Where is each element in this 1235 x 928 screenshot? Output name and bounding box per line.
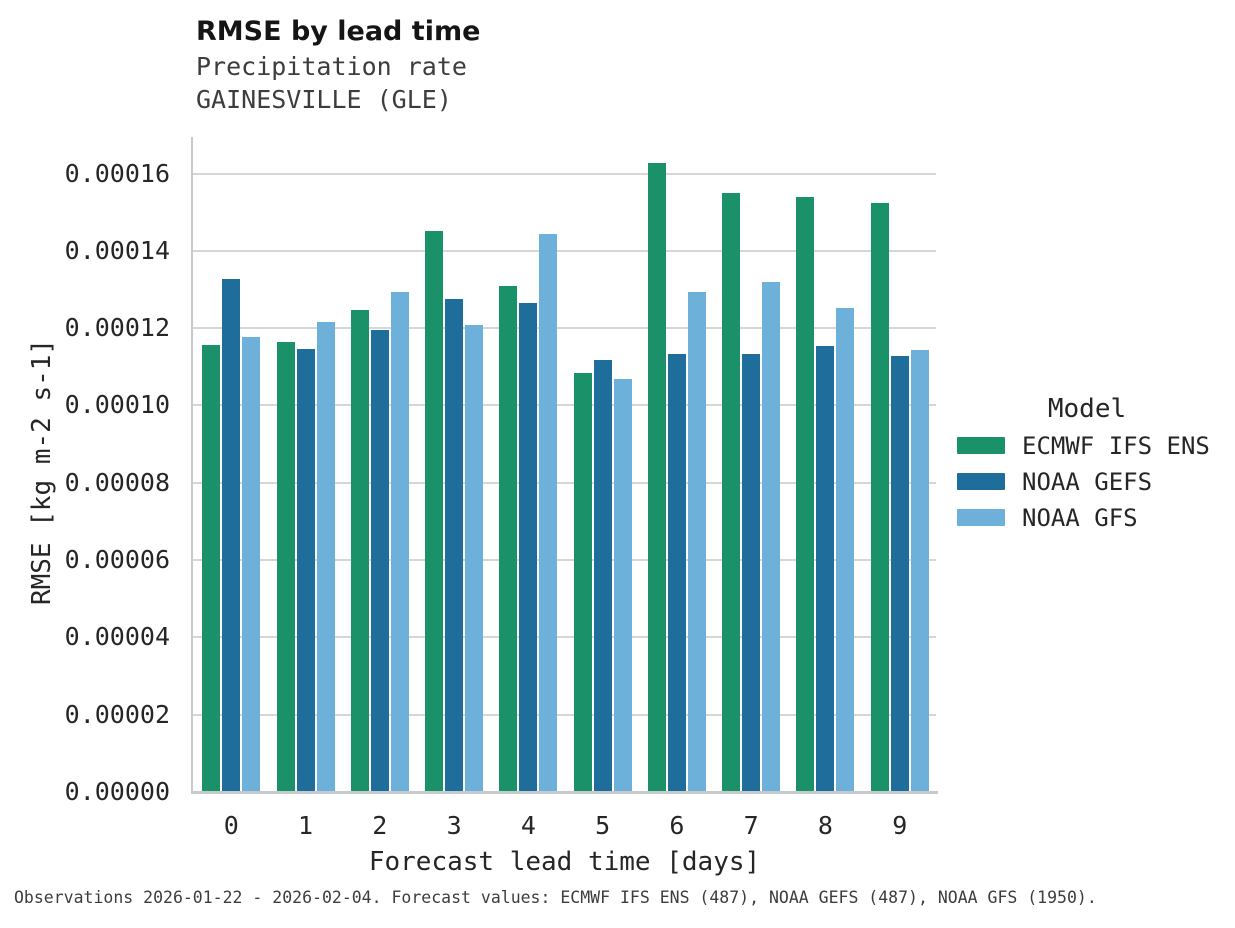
bar-ecmwf-ifs-ens-lead-9 [870, 202, 889, 792]
bar-noaa-gefs-lead-1 [296, 348, 315, 792]
y-tick-label: 0.00002 [64, 699, 170, 729]
caption: Observations 2026-01-22 - 2026-02-04. Fo… [14, 888, 1097, 907]
gridline [193, 636, 936, 639]
y-tick-label: 0.00004 [64, 622, 170, 652]
x-tick-label: 2 [372, 811, 388, 840]
gridline [193, 172, 936, 175]
bar-noaa-gfs-lead-2 [390, 291, 409, 792]
x-tick-label: 9 [892, 811, 908, 840]
gridline [193, 481, 936, 484]
legend-swatch-ecmwf-ifs-ens-icon [957, 437, 1005, 454]
x-axis-label: Forecast lead time [days] [368, 847, 761, 877]
x-tick-label: 6 [669, 811, 685, 840]
bar-ecmwf-ifs-ens-lead-3 [425, 231, 444, 792]
x-tick-label: 3 [446, 811, 462, 840]
legend-entry-noaa-gefs: NOAA GEFS [957, 470, 1217, 494]
chart-title: RMSE by lead time [196, 16, 481, 47]
bar-ecmwf-ifs-ens-lead-5 [573, 372, 592, 792]
gridline [193, 713, 936, 716]
x-tick-label: 0 [223, 811, 239, 840]
bar-noaa-gfs-lead-7 [762, 282, 781, 792]
bar-noaa-gfs-lead-4 [539, 234, 558, 792]
y-tick-label: 0.00014 [64, 235, 170, 265]
y-tick-label: 0.00000 [64, 777, 170, 806]
y-tick-label: 0.00006 [64, 545, 170, 575]
chart-subtitle-station: GAINESVILLE (GLE) [196, 85, 452, 114]
bar-noaa-gfs-lead-9 [910, 350, 929, 792]
gridline [193, 404, 936, 407]
bar-noaa-gefs-lead-0 [222, 279, 241, 792]
x-tick-label: 4 [520, 811, 536, 840]
bar-noaa-gfs-lead-3 [465, 325, 484, 792]
legend-entry-ecmwf-ifs-ens: ECMWF IFS ENS [957, 434, 1217, 458]
bar-noaa-gefs-lead-7 [742, 354, 761, 792]
bar-noaa-gefs-lead-6 [667, 354, 686, 792]
legend-entry-noaa-gfs: NOAA GFS [957, 506, 1217, 530]
y-tick-label: 0.00012 [64, 313, 170, 343]
chart-subtitle: Precipitation rate GAINESVILLE (GLE) [196, 50, 467, 116]
bar-noaa-gfs-lead-0 [242, 336, 261, 792]
bar-noaa-gfs-lead-8 [836, 308, 855, 792]
gridline [193, 559, 936, 562]
gridline [193, 249, 936, 252]
bar-ecmwf-ifs-ens-lead-8 [796, 196, 815, 792]
bar-noaa-gefs-lead-9 [890, 355, 909, 792]
plot-area [193, 137, 936, 792]
bar-noaa-gefs-lead-4 [519, 302, 538, 792]
bar-ecmwf-ifs-ens-lead-6 [647, 163, 666, 792]
bar-ecmwf-ifs-ens-lead-7 [722, 193, 741, 792]
legend-label-noaa-gefs: NOAA GEFS [1022, 467, 1153, 496]
y-tick-label: 0.00010 [64, 390, 170, 420]
x-tick-label: 7 [743, 811, 759, 840]
bar-ecmwf-ifs-ens-lead-1 [276, 341, 295, 792]
x-tick-label: 5 [595, 811, 611, 840]
x-tick-label: 1 [298, 811, 314, 840]
bar-ecmwf-ifs-ens-lead-0 [202, 345, 221, 792]
gridline [193, 327, 936, 330]
legend-swatch-noaa-gefs-icon [957, 473, 1005, 490]
bar-ecmwf-ifs-ens-lead-4 [499, 285, 518, 792]
bar-noaa-gefs-lead-8 [816, 346, 835, 792]
legend-label-noaa-gfs: NOAA GFS [1022, 503, 1138, 532]
chart-subtitle-variable: Precipitation rate [196, 52, 467, 81]
bar-noaa-gefs-lead-5 [593, 359, 612, 792]
y-tick-label: 0.00008 [64, 467, 170, 497]
y-axis-spine [191, 137, 193, 794]
bar-ecmwf-ifs-ens-lead-2 [350, 309, 369, 792]
legend-swatch-noaa-gfs-icon [957, 509, 1005, 526]
bar-noaa-gfs-lead-6 [687, 291, 706, 792]
x-axis-spine [191, 791, 938, 794]
legend: Model ECMWF IFS ENS NOAA GEFS NOAA GFS [957, 394, 1217, 545]
bar-noaa-gefs-lead-2 [370, 330, 389, 792]
x-tick-label: 8 [817, 811, 833, 840]
bar-noaa-gfs-lead-1 [316, 321, 335, 792]
legend-title: Model [1047, 394, 1127, 424]
bar-noaa-gfs-lead-5 [613, 378, 632, 792]
bar-noaa-gefs-lead-3 [445, 299, 464, 792]
legend-label-ecmwf-ifs-ens: ECMWF IFS ENS [1022, 431, 1210, 460]
y-tick-label: 0.00016 [64, 158, 170, 188]
